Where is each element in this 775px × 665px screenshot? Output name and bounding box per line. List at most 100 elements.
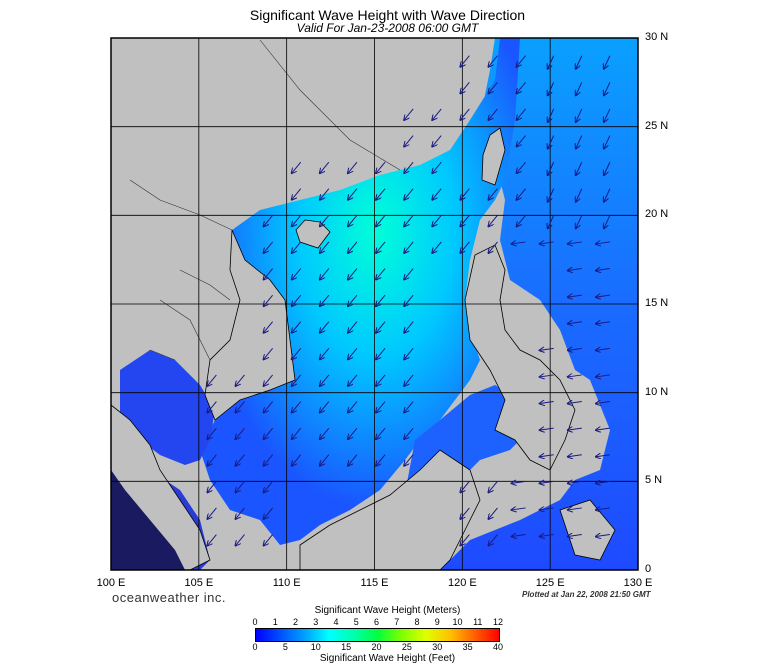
wave-arrow — [320, 374, 330, 386]
wave-arrow — [292, 374, 302, 386]
wave-arrow — [568, 269, 582, 271]
wave-arrow — [540, 242, 554, 244]
feet-tick-label: 30 — [432, 642, 443, 652]
wave-arrow — [548, 188, 555, 202]
chart-subtitle: Valid For Jan-23-2008 06:00 GMT — [296, 21, 479, 35]
wave-arrow — [596, 481, 610, 483]
wave-arrow — [432, 215, 442, 226]
meter-tick-label: 3 — [313, 617, 319, 627]
wave-arrow — [488, 108, 498, 120]
wave-arrow — [348, 321, 358, 333]
wave-arrow — [264, 401, 274, 413]
wave-arrow — [264, 241, 274, 253]
wave-arrow — [320, 401, 330, 413]
wave-arrow — [596, 402, 610, 404]
wave-arrow — [596, 242, 610, 244]
wave-arrow — [432, 188, 442, 200]
wave-arrow — [404, 108, 414, 120]
meter-tick-label: 7 — [394, 617, 400, 627]
sulawesi-land — [559, 499, 616, 561]
lat-label: 30 N — [645, 31, 669, 43]
wave-arrow — [517, 55, 526, 67]
lon-label: 105 E — [184, 577, 214, 589]
lon-label: 100 E — [96, 577, 126, 589]
wave-arrow — [512, 535, 526, 537]
wave-arrow — [376, 188, 386, 200]
wave-arrow — [264, 374, 274, 386]
wave-arrow — [264, 321, 274, 333]
wave-arrow — [432, 161, 442, 173]
wave-arrow — [488, 481, 498, 492]
wave-arrow — [264, 215, 274, 226]
wave-arrow — [596, 322, 610, 324]
lon-label: 125 E — [535, 577, 565, 589]
feet-tick-label: 15 — [341, 642, 352, 652]
wave-arrow — [404, 294, 414, 306]
wave-arrow — [320, 454, 330, 466]
wave-arrow — [376, 427, 386, 439]
wave-arrow — [460, 188, 470, 200]
wave-arrow — [236, 374, 245, 386]
wave-arrow — [488, 55, 498, 67]
wave-arrow — [548, 161, 555, 175]
meter-tick-label: 2 — [292, 617, 298, 627]
wave-arrow — [264, 348, 274, 359]
wave-arrow — [404, 454, 414, 466]
wave-arrow — [596, 428, 610, 430]
wave-arrow — [540, 535, 554, 537]
lon-label: 130 E — [623, 577, 653, 589]
south-china-sea-water — [200, 38, 520, 545]
wave-arrow — [376, 374, 386, 386]
wave-arrow — [376, 294, 386, 306]
vietnam-land — [204, 229, 296, 421]
wave-arrow — [207, 507, 217, 519]
wave-arrow — [604, 82, 611, 95]
philippines-land — [464, 244, 576, 471]
wave-arrow — [568, 348, 582, 350]
wave-arrow — [460, 241, 470, 253]
wave-arrow — [568, 402, 582, 404]
wave-arrow — [604, 55, 611, 69]
wave-arrow — [576, 215, 583, 228]
wave-arrow — [264, 454, 274, 466]
wave-arrow — [404, 427, 414, 439]
wave-arrow — [460, 108, 470, 120]
wave-arrow — [512, 508, 526, 510]
chart-title: Significant Wave Height with Wave Direct… — [249, 7, 526, 23]
wave-arrow — [320, 215, 330, 226]
wave-arrow — [207, 481, 217, 492]
wave-arrow — [404, 135, 414, 147]
wave-arrow — [320, 268, 330, 280]
wave-arrow — [568, 455, 582, 457]
wave-arrow — [376, 321, 386, 333]
wave-arrow — [432, 135, 442, 147]
wave-arrow — [376, 241, 386, 253]
lat-label: 15 N — [645, 297, 669, 309]
lat-label: 0 — [645, 563, 652, 575]
wave-arrow — [264, 294, 274, 306]
legend-title-meters: Significant Wave Height (Meters) — [314, 605, 461, 616]
wave-arrow — [264, 481, 274, 492]
wave-arrow — [568, 481, 582, 483]
wave-arrow — [568, 295, 582, 297]
wave-arrow — [576, 82, 583, 95]
wave-arrow — [576, 188, 583, 202]
wave-arrow — [236, 454, 245, 466]
wave-arrow — [548, 108, 555, 122]
wave-arrow — [604, 108, 611, 122]
wave-arrow — [376, 161, 386, 173]
wave-arrow — [348, 215, 358, 226]
wave-arrow — [568, 242, 582, 244]
wave-arrow — [488, 188, 498, 200]
feet-tick-label: 40 — [492, 642, 503, 652]
wave-arrow — [596, 535, 610, 537]
wave-arrow — [236, 534, 245, 546]
wave-arrow — [568, 322, 582, 324]
wave-arrow — [488, 534, 498, 546]
wave-arrow — [488, 82, 498, 93]
lon-label: 120 E — [447, 577, 477, 589]
wave-arrow — [432, 241, 442, 253]
wave-arrow — [348, 188, 358, 200]
meter-tick-label: 12 — [492, 617, 503, 627]
wave-arrow — [460, 215, 470, 226]
